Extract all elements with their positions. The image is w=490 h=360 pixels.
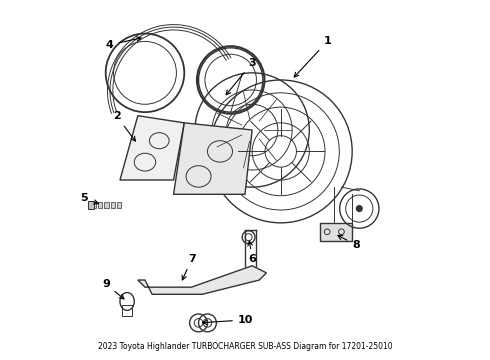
Polygon shape — [120, 116, 184, 180]
Bar — [88, 202, 94, 208]
Polygon shape — [173, 123, 252, 194]
Text: 10: 10 — [202, 315, 253, 325]
Text: 2: 2 — [113, 111, 135, 141]
Bar — [117, 202, 122, 208]
Text: 3: 3 — [226, 58, 256, 95]
Text: 4: 4 — [106, 37, 141, 50]
Bar — [320, 223, 352, 241]
Bar — [104, 202, 109, 208]
Text: 9: 9 — [102, 279, 124, 299]
Text: 6: 6 — [248, 241, 256, 264]
Polygon shape — [138, 266, 267, 294]
Circle shape — [356, 205, 363, 212]
Bar — [98, 202, 102, 208]
Text: 1: 1 — [294, 36, 331, 77]
Text: 2023 Toyota Highlander TURBOCHARGER SUB-ASS Diagram for 17201-25010: 2023 Toyota Highlander TURBOCHARGER SUB-… — [98, 342, 392, 351]
Bar — [122, 305, 132, 316]
Text: 7: 7 — [182, 254, 196, 280]
Bar — [92, 202, 96, 208]
Text: 5: 5 — [81, 193, 98, 204]
Text: 8: 8 — [338, 235, 360, 250]
Bar — [111, 202, 115, 208]
